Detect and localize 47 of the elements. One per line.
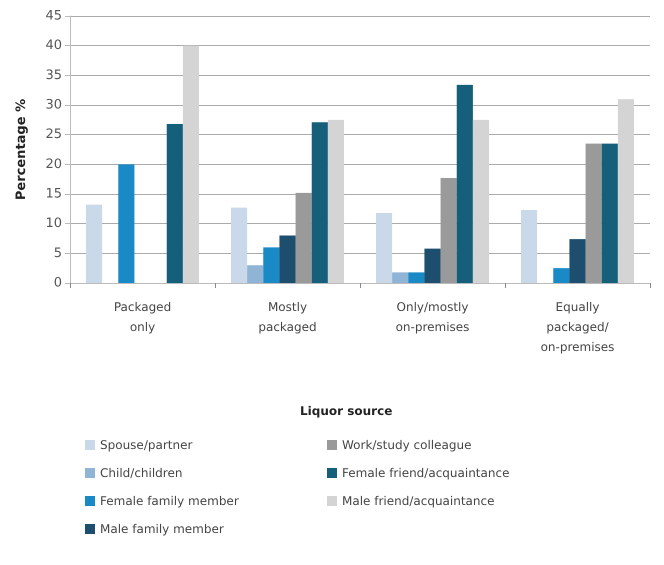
bar [472, 120, 490, 283]
legend-title: Liquor source [300, 404, 392, 418]
bar [328, 120, 344, 283]
y-axis-title: Percentage % [14, 98, 29, 200]
bar [376, 212, 392, 283]
legend-label: Child/children [100, 466, 182, 480]
legend-label: Spouse/partner [100, 438, 192, 452]
y-tick-label: 40 [45, 38, 62, 54]
bar [408, 272, 424, 283]
y-tick-label: 35 [45, 68, 62, 83]
y-tick-label: 45 [45, 8, 62, 24]
legend-label: Work/study colleague [342, 438, 472, 452]
y-tick-label: 20 [45, 156, 62, 172]
legend-label: Male family member [100, 522, 224, 536]
bar [247, 265, 264, 283]
y-tick-label: 30 [45, 98, 62, 112]
bar [440, 178, 457, 283]
legend-label: Female friend/acquaintance [342, 466, 510, 480]
x-tick-label: Equally packaged/ on-premises [540, 300, 614, 354]
bar [182, 46, 200, 283]
legend-label: Female family member [100, 494, 239, 508]
bar [553, 268, 570, 283]
legend-label: Male friend/acquaintance [342, 494, 494, 508]
bar [296, 192, 312, 283]
bar [424, 248, 441, 283]
bar [279, 236, 296, 283]
bar [586, 144, 602, 283]
bar [312, 122, 328, 283]
bar [392, 272, 408, 283]
y-tick-label: 0 [54, 276, 62, 290]
x-tick-label: Packaged only [114, 300, 172, 334]
bar [86, 204, 102, 283]
bar [263, 247, 280, 283]
bar [602, 144, 618, 283]
bar [166, 124, 183, 283]
y-tick-label: 10 [45, 216, 62, 232]
x-tick-label: Mostly packaged [258, 300, 317, 334]
bar [230, 208, 248, 283]
bar [618, 99, 634, 283]
y-tick-label: 15 [45, 186, 62, 202]
bar [520, 210, 538, 283]
bar [456, 84, 473, 283]
bar [118, 164, 134, 283]
bar [569, 239, 586, 283]
x-tick-label: Only/mostly on-premises [396, 300, 470, 334]
y-tick-label: 25 [45, 127, 62, 142]
y-tick-label: 5 [54, 246, 62, 261]
